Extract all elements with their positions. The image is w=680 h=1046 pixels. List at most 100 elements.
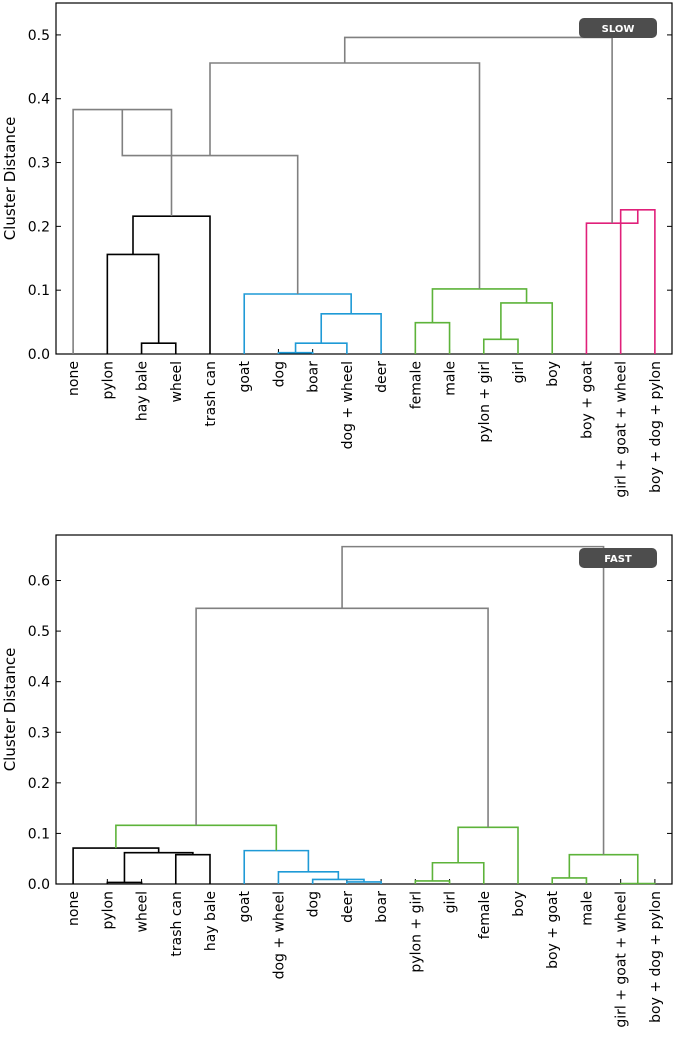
dendrogram-link [243,849,310,884]
dendrogram-link [343,36,613,224]
link [482,338,519,354]
leaf-label: boy + dog + pylon [648,361,664,493]
plot-frame [55,2,673,355]
dendrogram-link [568,853,639,884]
dendrogram-link [277,351,314,354]
leaf-label: girl [511,361,527,383]
speed-badge: SLOW [579,18,657,38]
link [346,881,382,884]
link [619,882,656,885]
leaf-label: girl + goat + wheel [614,891,630,1028]
dendrogram-link [277,871,340,884]
dendrogram-link [243,293,352,354]
y-tick-label: 0.4 [28,92,50,108]
leaf-label: deer [340,891,356,923]
y-tick-label: 0.0 [28,347,50,363]
leaf-label: boy [511,891,527,917]
leaf-label: none [66,361,82,396]
dendrogram-link [209,62,481,289]
leaf-label: girl + goat + wheel [614,361,630,498]
leaf-label: boy + goat [579,360,595,438]
link [277,871,340,884]
leaf-label: trash can [203,361,219,427]
dendrogram-link [619,882,656,885]
y-axis-label: Cluster Distance [1,117,19,241]
link [585,209,639,354]
link [414,321,451,354]
leaf-label: female [477,891,493,939]
dendrogram-link [294,342,348,354]
dendrogram-link [320,312,382,354]
y-axis-label: Cluster Distance [1,648,19,772]
link [457,826,519,884]
leaf-label: boar [374,891,390,923]
dendrogram-link [431,861,485,884]
y-tick-label: 0.5 [28,28,50,44]
dendrogram-link [482,338,519,354]
dendrogram-link [457,826,519,884]
y-tick-label: 0.4 [28,675,50,691]
leaf-label: pylon + girl [477,361,493,443]
dendrogram-link [619,208,656,354]
leaf-label: girl [443,891,459,913]
dendrogram-link [115,824,278,851]
leaf-label: trash can [169,891,185,957]
speed-badge-bg [579,548,657,568]
leaf-label: hay bale [135,361,151,421]
leaf-label: hay bale [203,891,219,951]
y-tick-label: 0.6 [28,574,50,590]
leaf-label: deer [374,361,390,393]
link [343,36,613,224]
link [311,878,365,884]
link [294,342,348,354]
dendrogram-link [106,253,160,354]
y-tick-label: 0.0 [28,877,50,893]
link [500,302,554,354]
link [106,881,143,884]
chart-fast: 0.0 0.1 0.2 0.3 0.4 0.5 0.6 Cluster Distance non… [1,534,673,1028]
leaf-label: wheel [169,361,185,402]
dendrogram-link [106,881,143,884]
dendrogram-link [72,108,173,354]
link [551,877,588,884]
link [431,288,528,323]
link [140,342,177,354]
y-tick-label: 0.3 [28,725,50,741]
leaf-label: pylon [100,891,116,930]
dendrogram-link [431,288,528,323]
link [568,853,639,884]
dendrogram-link [123,851,194,883]
dendrogram-link [132,215,211,354]
dendrogram-link [174,853,211,884]
link [106,253,160,354]
link [209,62,481,289]
y-tick-label: 0.3 [28,156,50,172]
dendrogram-link [346,881,382,884]
leaf-label: wheel [135,891,151,932]
dendrogram-link [551,877,588,884]
link [243,849,310,884]
dendrogram-link [72,847,160,884]
leaf-label: boar [306,361,322,393]
leaf-label: goat [237,361,253,393]
y-tick-label: 0.2 [28,776,50,792]
speed-badge: FAST [579,548,657,568]
dendrogram-link [140,342,177,354]
leaf-label: boy [545,361,561,387]
link [115,824,278,851]
y-tick-label: 0.5 [28,624,50,640]
y-tick-label: 0.1 [28,826,50,842]
plot-frame [55,534,673,885]
leaf-label: pylon [100,361,116,400]
link [132,215,211,354]
leaf-label: male [579,891,595,926]
leaf-label: boy + goat [545,890,561,968]
leaf-label: dog + wheel [340,361,356,449]
leaf-label: dog [271,361,287,387]
speed-badge-bg [579,18,657,38]
link [243,293,352,354]
link [72,847,160,884]
leaf-label: pylon + girl [408,891,424,973]
dendrogram-link [500,302,554,354]
